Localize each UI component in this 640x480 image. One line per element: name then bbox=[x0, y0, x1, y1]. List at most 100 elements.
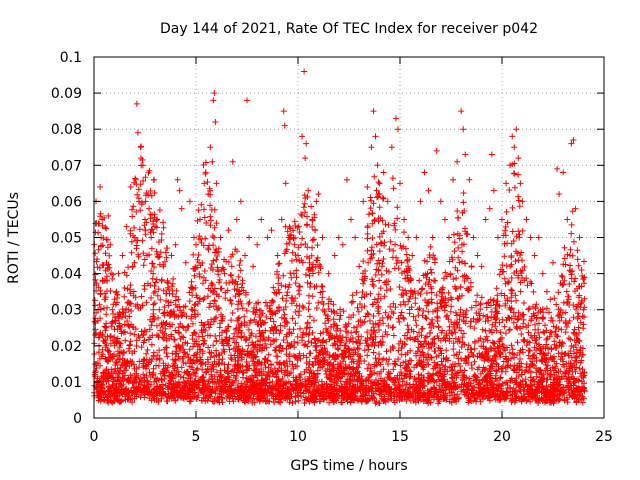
data-point bbox=[107, 241, 114, 248]
data-point bbox=[319, 234, 326, 241]
data-point bbox=[523, 216, 530, 223]
data-point bbox=[190, 234, 197, 241]
data-point bbox=[509, 133, 516, 140]
y-tick-label: 0.07 bbox=[51, 158, 82, 174]
data-point bbox=[576, 234, 583, 241]
data-point bbox=[405, 234, 412, 241]
data-point bbox=[168, 252, 175, 259]
x-tick-label: 15 bbox=[391, 429, 409, 445]
data-point bbox=[454, 158, 461, 165]
data-point bbox=[513, 126, 520, 133]
data-point bbox=[335, 234, 342, 241]
point-cloud bbox=[91, 143, 588, 407]
data-point bbox=[150, 270, 157, 277]
data-point bbox=[280, 108, 287, 115]
data-point bbox=[397, 180, 403, 187]
data-point bbox=[207, 144, 214, 151]
data-point bbox=[299, 133, 306, 140]
data-point bbox=[290, 270, 297, 277]
data-point bbox=[417, 198, 424, 205]
data-point bbox=[125, 306, 132, 313]
data-point bbox=[109, 306, 116, 313]
data-point bbox=[309, 216, 316, 223]
data-point bbox=[490, 187, 497, 194]
data-point bbox=[113, 288, 120, 295]
data-point bbox=[164, 277, 171, 284]
data-point bbox=[437, 198, 444, 205]
data-point bbox=[482, 216, 489, 223]
data-point bbox=[343, 176, 350, 183]
data-point bbox=[182, 259, 189, 266]
y-tick-label: 0.1 bbox=[60, 50, 82, 66]
data-point bbox=[568, 140, 575, 147]
data-point bbox=[370, 108, 377, 115]
data-point bbox=[409, 252, 416, 259]
data-point bbox=[174, 176, 181, 183]
data-point bbox=[134, 129, 141, 136]
y-tick-label: 0.04 bbox=[51, 267, 82, 283]
data-point bbox=[213, 180, 220, 187]
data-point bbox=[274, 252, 281, 259]
y-axis-label: ROTI / TECUs bbox=[6, 192, 22, 284]
data-point bbox=[331, 252, 338, 259]
data-point bbox=[229, 158, 236, 165]
data-point bbox=[554, 165, 561, 172]
data-point bbox=[543, 288, 550, 295]
data-point bbox=[209, 158, 216, 165]
data-point bbox=[401, 216, 408, 223]
data-point bbox=[258, 216, 265, 223]
data-point bbox=[325, 270, 332, 277]
data-point bbox=[413, 234, 420, 241]
data-point bbox=[295, 252, 301, 259]
x-tick-label: 25 bbox=[595, 429, 613, 445]
y-tick-label: 0.05 bbox=[51, 231, 82, 247]
data-point bbox=[572, 205, 579, 212]
data-point bbox=[205, 191, 212, 198]
data-point bbox=[425, 187, 432, 194]
data-points bbox=[91, 68, 588, 407]
data-point bbox=[146, 205, 153, 212]
data-point bbox=[470, 234, 477, 241]
data-point bbox=[394, 126, 401, 133]
data-point bbox=[101, 277, 108, 284]
axis-ticks bbox=[93, 56, 605, 419]
data-point bbox=[278, 216, 285, 223]
data-point bbox=[360, 198, 367, 205]
data-point bbox=[539, 270, 546, 277]
data-point bbox=[474, 252, 481, 259]
data-point bbox=[580, 306, 587, 313]
data-point bbox=[531, 252, 538, 259]
data-point bbox=[527, 234, 534, 241]
data-point bbox=[466, 176, 473, 183]
data-point bbox=[129, 263, 136, 270]
data-point bbox=[156, 306, 163, 313]
data-point bbox=[374, 162, 381, 169]
data-point bbox=[348, 216, 355, 223]
data-point bbox=[511, 144, 518, 151]
data-point bbox=[499, 216, 505, 223]
data-point bbox=[135, 198, 142, 205]
data-point bbox=[433, 147, 440, 154]
data-point bbox=[178, 205, 185, 212]
data-point bbox=[356, 263, 363, 270]
data-point bbox=[237, 198, 244, 205]
data-point bbox=[92, 371, 99, 378]
data-point bbox=[462, 151, 469, 158]
data-point bbox=[556, 191, 563, 198]
data-point bbox=[388, 144, 395, 151]
data-point bbox=[119, 252, 126, 259]
data-point bbox=[233, 216, 240, 223]
data-point bbox=[127, 183, 134, 190]
data-point bbox=[264, 234, 271, 241]
data-point bbox=[339, 241, 346, 248]
data-point bbox=[352, 234, 359, 241]
data-point bbox=[160, 263, 167, 270]
data-point bbox=[244, 97, 250, 104]
data-point bbox=[186, 198, 193, 205]
data-point bbox=[564, 216, 571, 223]
data-point bbox=[286, 234, 293, 241]
data-point bbox=[305, 187, 312, 194]
data-point bbox=[368, 144, 375, 151]
data-point bbox=[460, 126, 467, 133]
